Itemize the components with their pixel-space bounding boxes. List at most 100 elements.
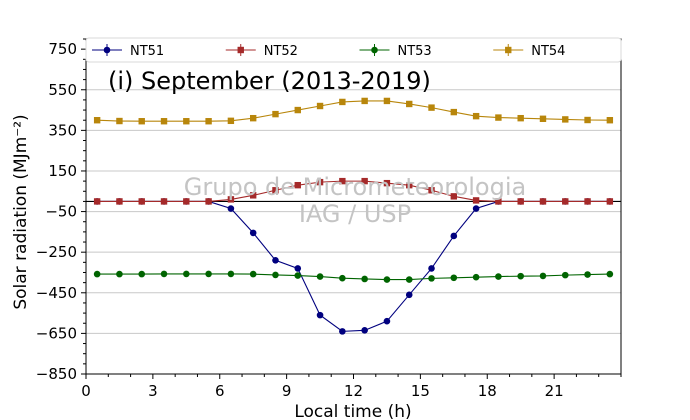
data-point [428,187,435,194]
data-point [405,276,413,283]
data-point [339,328,346,335]
data-point [183,270,190,278]
data-point [316,311,324,319]
x-tick-label: 3 [148,382,158,400]
y-tick-label: −50 [45,203,77,221]
data-point [472,205,480,212]
series-nt52 [93,177,614,205]
legend-label: NT51 [130,44,164,59]
series-line [97,100,610,122]
data-point [495,273,502,280]
data-point [183,198,190,205]
data-point [606,198,614,205]
data-point [450,274,458,282]
data-point [316,273,324,280]
data-point [539,115,547,122]
y-axis-label: Solar radiation (MJm⁻²) [11,114,31,309]
data-point [361,97,368,105]
data-point [294,265,302,272]
x-tick-label: 18 [478,382,497,400]
legend-marker [371,46,378,54]
data-point [294,181,301,189]
data-point [339,177,346,185]
data-point [495,114,502,121]
data-point [561,271,569,279]
legend-marker [505,46,512,54]
x-axis-label: Local time (h) [294,402,411,420]
y-tick-label: −250 [36,243,77,261]
y-tick-label: 350 [48,121,77,139]
data-point [205,198,212,205]
x-tick-label: 6 [215,382,225,400]
data-point [227,196,235,203]
data-point [361,275,368,283]
x-tick-label: 21 [545,382,564,400]
data-point [339,274,346,282]
data-point [405,291,413,299]
legend-item-nt51: NT51 [92,44,164,59]
y-tick-label: 550 [48,81,77,99]
data-point [93,198,101,205]
data-point [160,270,168,278]
data-point [93,270,101,278]
data-point [606,270,614,278]
data-point [272,271,279,279]
y-tick-label: 750 [48,40,77,58]
data-point [450,108,458,116]
data-point [183,118,190,125]
data-point [383,179,391,187]
y-tick-label: −650 [36,324,77,342]
series-nt53 [93,270,614,283]
legend-marker [237,46,244,54]
x-tick-label: 0 [81,382,91,400]
x-tick-label: 12 [344,382,363,400]
data-point [539,198,547,205]
data-point [495,198,502,205]
data-point [539,272,547,280]
data-point [227,205,235,212]
data-point [272,257,279,264]
y-tick-label: 150 [48,162,77,180]
legend-box [85,37,622,63]
data-point [584,271,591,278]
watermark-line-1: Grupo de Micrometeorologia [184,173,526,201]
data-point [383,276,391,283]
data-point [562,116,569,123]
legend-item-nt52: NT52 [225,44,298,59]
y-tick-label: −850 [36,365,77,383]
series-line [97,180,610,202]
data-point [138,118,145,125]
data-point [406,100,413,108]
data-point [138,270,146,278]
data-point [383,317,391,325]
legend-label: NT53 [398,44,432,59]
legend: NT51 NT52 NT53 NT54 [85,37,622,63]
panel-title: (i) September (2013-2019) [108,67,431,95]
data-point [517,198,524,205]
data-point [294,272,302,279]
legend-item-nt53: NT53 [359,44,432,59]
watermark-line-2: IAG / USP [299,200,411,228]
data-point [116,270,123,278]
data-point [361,327,368,334]
data-point [584,198,591,205]
data-point [316,178,324,186]
data-point [472,273,480,281]
data-point [227,270,235,278]
data-point [93,117,101,124]
data-point [472,112,480,120]
data-point [517,272,524,280]
legend-label: NT52 [264,44,298,59]
x-tick-label: 9 [282,382,292,400]
data-point [160,198,168,205]
data-point [339,98,346,106]
data-point [272,187,279,194]
y-tick-label: −450 [36,284,77,302]
data-point [294,106,301,114]
data-point [361,177,368,185]
data-point [606,117,614,124]
data-point [205,118,212,125]
legend-marker [103,46,111,54]
data-point [584,116,591,124]
